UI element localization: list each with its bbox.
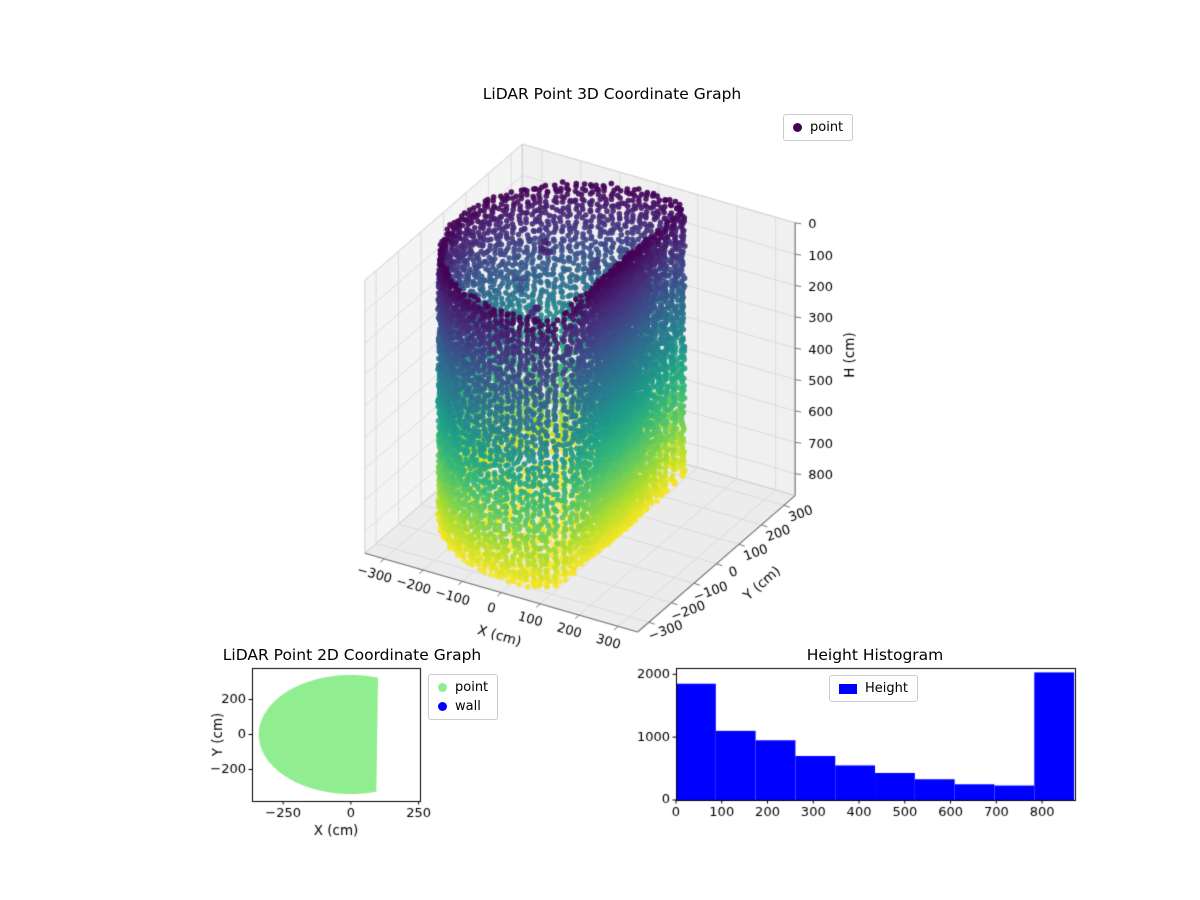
wall-marker-icon xyxy=(438,702,447,711)
legend-entry-point: point xyxy=(793,120,843,135)
point-marker-icon xyxy=(793,123,802,132)
legend-entry-point: point xyxy=(438,680,488,695)
legend-label-point: point xyxy=(455,680,489,695)
point-marker-icon xyxy=(438,683,447,692)
histogram-title: Height Histogram xyxy=(806,646,944,664)
histogram-legend: Height xyxy=(829,675,918,702)
legend-entry-wall: wall xyxy=(438,699,488,714)
legend-label-wall: wall xyxy=(455,699,481,714)
plot2d-title: LiDAR Point 2D Coordinate Graph xyxy=(222,646,482,664)
legend-entry-height: Height xyxy=(839,681,908,696)
plot3d-legend: point xyxy=(783,114,854,141)
legend-label-point: point xyxy=(810,120,844,135)
height-patch-icon xyxy=(839,683,857,694)
plot2d-legend: point wall xyxy=(428,674,499,720)
legend-label-height: Height xyxy=(865,681,908,696)
plot3d-title: LiDAR Point 3D Coordinate Graph xyxy=(482,85,742,103)
